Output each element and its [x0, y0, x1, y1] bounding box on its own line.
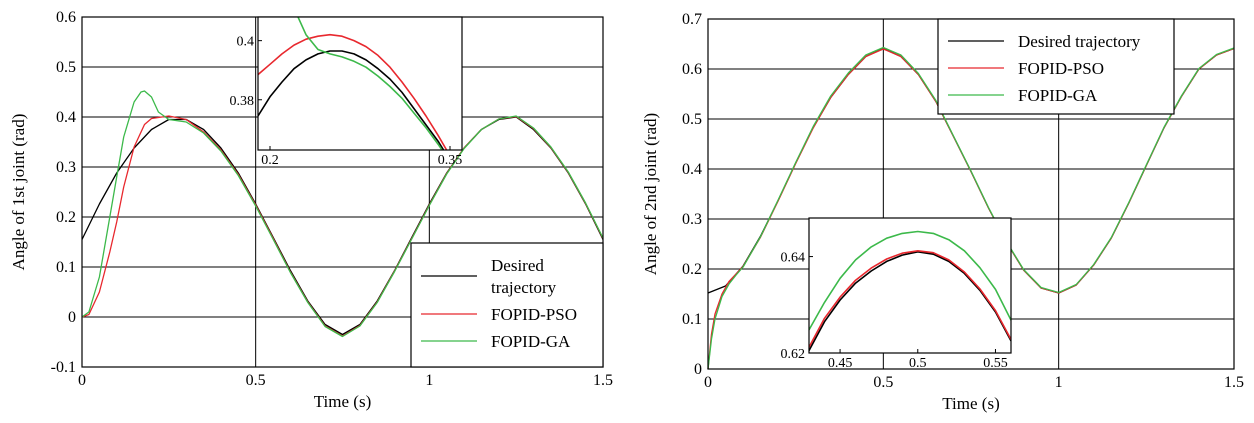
inset-series-line-fopid-pso [258, 33, 448, 150]
y-tick-label: 0.6 [56, 9, 76, 26]
inset-frame [257, 16, 463, 151]
legend-label: trajectory [491, 278, 557, 297]
legend-label: Desired [491, 256, 544, 275]
y-tick-label: 0.3 [682, 211, 702, 228]
legend-label: FOPID-GA [1018, 86, 1098, 105]
y-axis-label: Angle of 1st joint (rad) [9, 114, 28, 271]
inset-x-tick-label: 0.5 [909, 356, 927, 371]
inset-background [809, 218, 1011, 353]
inset-x-tick-label: 0.55 [983, 356, 1008, 371]
x-axis-label: Time (s) [314, 392, 371, 411]
legend-label: FOPID-PSO [491, 305, 577, 324]
inset-x-tick-label: 0.35 [438, 153, 463, 168]
legend: Desired trajectory FOPID-PSO FOPID-GA [410, 242, 604, 368]
x-axis-label: Time (s) [942, 394, 999, 413]
chart-panel-2: 0 0.5 1 1.5 0 0.1 0.2 0.3 0.4 0.5 0.6 0.7 Time (s) An… [641, 11, 1244, 413]
x-tick-label: 1.5 [1224, 374, 1244, 391]
inset-y-tick-label: 0.64 [781, 251, 806, 266]
y-tick-label: 0.5 [56, 59, 76, 76]
inset-x-tick-label: 0.2 [261, 153, 279, 168]
inset-chart: 0.2 0.35 0.38 0.4 [230, 16, 463, 168]
legend-box [410, 242, 604, 368]
y-tick-label: 0 [68, 309, 76, 326]
y-tick-label: 0.4 [56, 109, 76, 126]
legend-label: Desired trajectory [1018, 32, 1141, 51]
y-tick-label: 0 [694, 361, 702, 378]
y-tick-label: 0.2 [682, 261, 702, 278]
inset-lines [809, 230, 1011, 351]
inset-y-tick-label: 0.62 [781, 347, 806, 362]
y-axis-label: Angle of 2nd joint (rad) [641, 113, 660, 275]
x-tick-label: 1.5 [593, 372, 613, 389]
legend-box [937, 18, 1175, 115]
y-tick-label: 0.4 [682, 161, 702, 178]
inset-y-tick-label: 0.38 [230, 94, 255, 109]
y-tick-label: 0.3 [56, 159, 76, 176]
y-tick-label: 0.1 [56, 259, 76, 276]
inset-y-tick-label: 0.4 [237, 35, 255, 50]
y-tick-label: 0.1 [682, 311, 702, 328]
legend-label: FOPID-PSO [1018, 59, 1104, 78]
y-tick-label: -0.1 [51, 359, 76, 376]
inset-series-line-desired-trajectory [809, 251, 1011, 351]
inset-series-line-fopid-ga [809, 230, 1011, 331]
y-tick-label: 0.6 [682, 61, 702, 78]
series-line-fopid-ga [707, 46, 1235, 370]
x-tick-label: 0.5 [246, 372, 266, 389]
legend: Desired trajectory FOPID-PSO FOPID-GA [937, 18, 1175, 115]
inset-x-tick-label: 0.45 [828, 356, 853, 371]
inset-series-line-desired-trajectory [258, 50, 445, 150]
y-tick-label: 0.7 [682, 11, 702, 28]
x-tick-label: 1 [1055, 374, 1063, 391]
legend-label: FOPID-GA [491, 332, 571, 351]
x-tick-label: 0 [704, 374, 712, 391]
inset-lines [258, 17, 448, 150]
inset-background [258, 17, 462, 150]
inset-series-line-fopid-pso [809, 250, 1011, 348]
x-tick-label: 0 [78, 372, 86, 389]
inset-chart: 0.45 0.5 0.55 0.62 0.64 [781, 217, 1012, 371]
series-line-fopid-ga [81, 90, 604, 338]
inset-frame [808, 217, 1012, 354]
x-tick-label: 0.5 [873, 374, 893, 391]
inset-series-line-fopid-ga [297, 17, 443, 150]
y-tick-label: 0.2 [56, 209, 76, 226]
x-tick-label: 1 [425, 372, 433, 389]
y-tick-label: 0.5 [682, 111, 702, 128]
